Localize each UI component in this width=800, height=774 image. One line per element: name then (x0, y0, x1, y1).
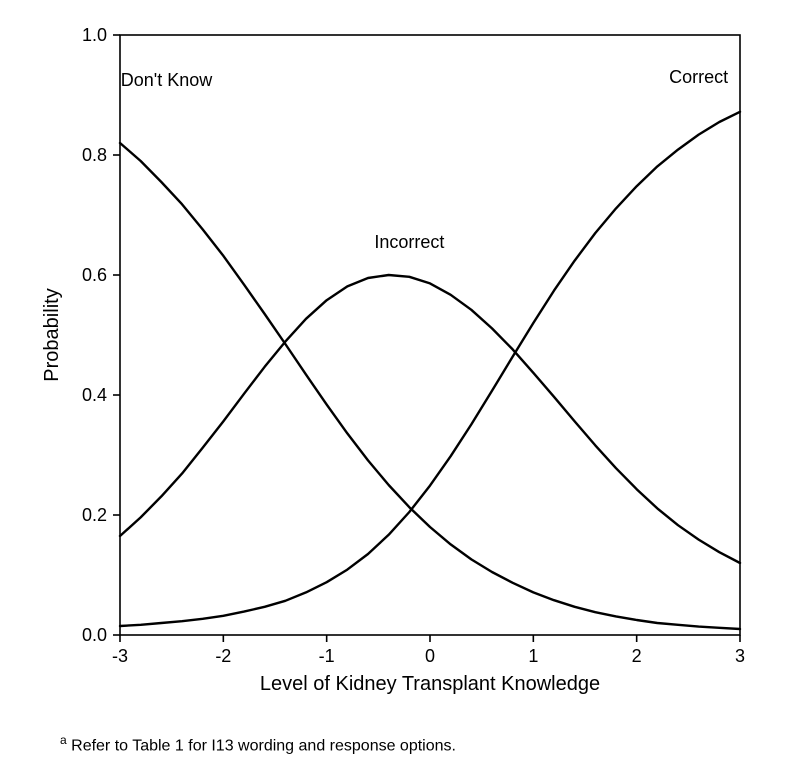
y-tick-label: 0.4 (82, 385, 107, 405)
x-tick-label: 0 (425, 646, 435, 666)
x-tick-label: 2 (632, 646, 642, 666)
plot-box (120, 35, 740, 635)
series-incorrect (120, 275, 740, 563)
x-tick-label: -1 (319, 646, 335, 666)
x-tick-label: -2 (215, 646, 231, 666)
y-tick-label: 1.0 (82, 25, 107, 45)
chart-svg: -3 -2 -1 0 1 2 3 0.0 0.2 0.4 0.6 0.8 1.0 Level of Kid… (30, 15, 770, 705)
y-axis-label: Probability (41, 288, 63, 381)
series-label: Correct (669, 67, 728, 87)
probability-chart: -3 -2 -1 0 1 2 3 0.0 0.2 0.4 0.6 0.8 1.0 Level of Kid… (30, 15, 770, 710)
x-tick-label: 3 (735, 646, 745, 666)
series-correct (120, 112, 740, 626)
page: -3 -2 -1 0 1 2 3 0.0 0.2 0.4 0.6 0.8 1.0 Level of Kid… (0, 0, 800, 774)
footnote-text: Refer to Table 1 for I13 wording and res… (67, 737, 456, 754)
footnote: a Refer to Table 1 for I13 wording and r… (60, 733, 456, 755)
series-label: Don't Know (121, 70, 213, 90)
x-axis-label: Level of Kidney Transplant Knowledge (260, 673, 600, 695)
footnote-sup: a (60, 733, 67, 747)
series-label: Incorrect (374, 232, 444, 252)
x-tick-label: -3 (112, 646, 128, 666)
y-tick-label: 0.8 (82, 145, 107, 165)
series-don-t-know (120, 143, 740, 629)
y-tick-label: 0.6 (82, 265, 107, 285)
x-tick-label: 1 (528, 646, 538, 666)
y-tick-label: 0.0 (82, 625, 107, 645)
y-tick-label: 0.2 (82, 505, 107, 525)
